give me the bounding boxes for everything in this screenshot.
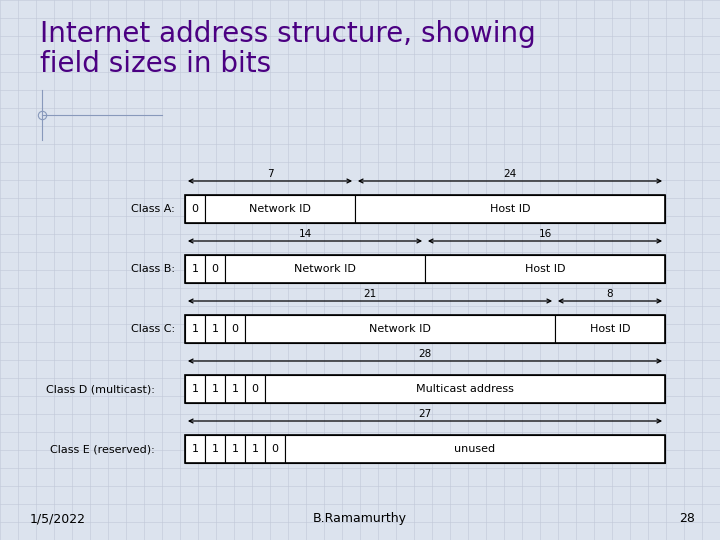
- Text: Network ID: Network ID: [369, 324, 431, 334]
- Text: unused: unused: [454, 444, 495, 454]
- Text: 1: 1: [232, 384, 238, 394]
- Text: 1: 1: [212, 444, 218, 454]
- Polygon shape: [265, 375, 665, 403]
- Text: Class E (reserved):: Class E (reserved):: [50, 444, 155, 454]
- Polygon shape: [555, 315, 665, 343]
- Text: 1: 1: [251, 444, 258, 454]
- Polygon shape: [185, 315, 205, 343]
- Polygon shape: [185, 195, 205, 223]
- Polygon shape: [205, 315, 225, 343]
- Text: Network ID: Network ID: [249, 204, 311, 214]
- Text: 1: 1: [192, 384, 199, 394]
- Text: Host ID: Host ID: [525, 264, 565, 274]
- Text: 28: 28: [418, 349, 431, 359]
- Polygon shape: [205, 195, 355, 223]
- Polygon shape: [225, 315, 245, 343]
- Text: 0: 0: [271, 444, 279, 454]
- Polygon shape: [185, 255, 205, 283]
- Text: 1: 1: [192, 444, 199, 454]
- Polygon shape: [205, 255, 225, 283]
- Text: 0: 0: [212, 264, 218, 274]
- Text: 1: 1: [212, 384, 218, 394]
- Polygon shape: [425, 255, 665, 283]
- Polygon shape: [265, 435, 285, 463]
- Text: 24: 24: [503, 169, 517, 179]
- Text: Class D (multicast):: Class D (multicast):: [46, 384, 155, 394]
- Polygon shape: [185, 375, 205, 403]
- Text: B.Ramamurthy: B.Ramamurthy: [313, 512, 407, 525]
- Text: 1: 1: [192, 264, 199, 274]
- Text: Class C:: Class C:: [131, 324, 175, 334]
- Polygon shape: [225, 255, 425, 283]
- Polygon shape: [245, 375, 265, 403]
- Text: Host ID: Host ID: [590, 324, 630, 334]
- Text: 0: 0: [232, 324, 238, 334]
- Text: 1: 1: [232, 444, 238, 454]
- Polygon shape: [225, 435, 245, 463]
- Polygon shape: [205, 435, 225, 463]
- Text: 14: 14: [298, 229, 312, 239]
- Text: Host ID: Host ID: [490, 204, 530, 214]
- Polygon shape: [245, 435, 265, 463]
- Text: 1/5/2022: 1/5/2022: [30, 512, 86, 525]
- Text: 7: 7: [266, 169, 274, 179]
- Text: 27: 27: [418, 409, 431, 419]
- Polygon shape: [185, 435, 205, 463]
- Polygon shape: [355, 195, 665, 223]
- Polygon shape: [245, 315, 555, 343]
- Text: Multicast address: Multicast address: [416, 384, 514, 394]
- Text: Network ID: Network ID: [294, 264, 356, 274]
- Text: 21: 21: [364, 289, 377, 299]
- Text: 28: 28: [679, 512, 695, 525]
- Text: Class A:: Class A:: [131, 204, 175, 214]
- Text: 16: 16: [539, 229, 552, 239]
- Text: 0: 0: [251, 384, 258, 394]
- Text: 8: 8: [607, 289, 613, 299]
- Polygon shape: [225, 375, 245, 403]
- Text: 0: 0: [192, 204, 199, 214]
- Text: 1: 1: [212, 324, 218, 334]
- Polygon shape: [205, 375, 225, 403]
- Text: Class B:: Class B:: [131, 264, 175, 274]
- Text: field sizes in bits: field sizes in bits: [40, 50, 271, 78]
- Polygon shape: [285, 435, 665, 463]
- Text: Internet address structure, showing: Internet address structure, showing: [40, 20, 536, 48]
- Text: 1: 1: [192, 324, 199, 334]
